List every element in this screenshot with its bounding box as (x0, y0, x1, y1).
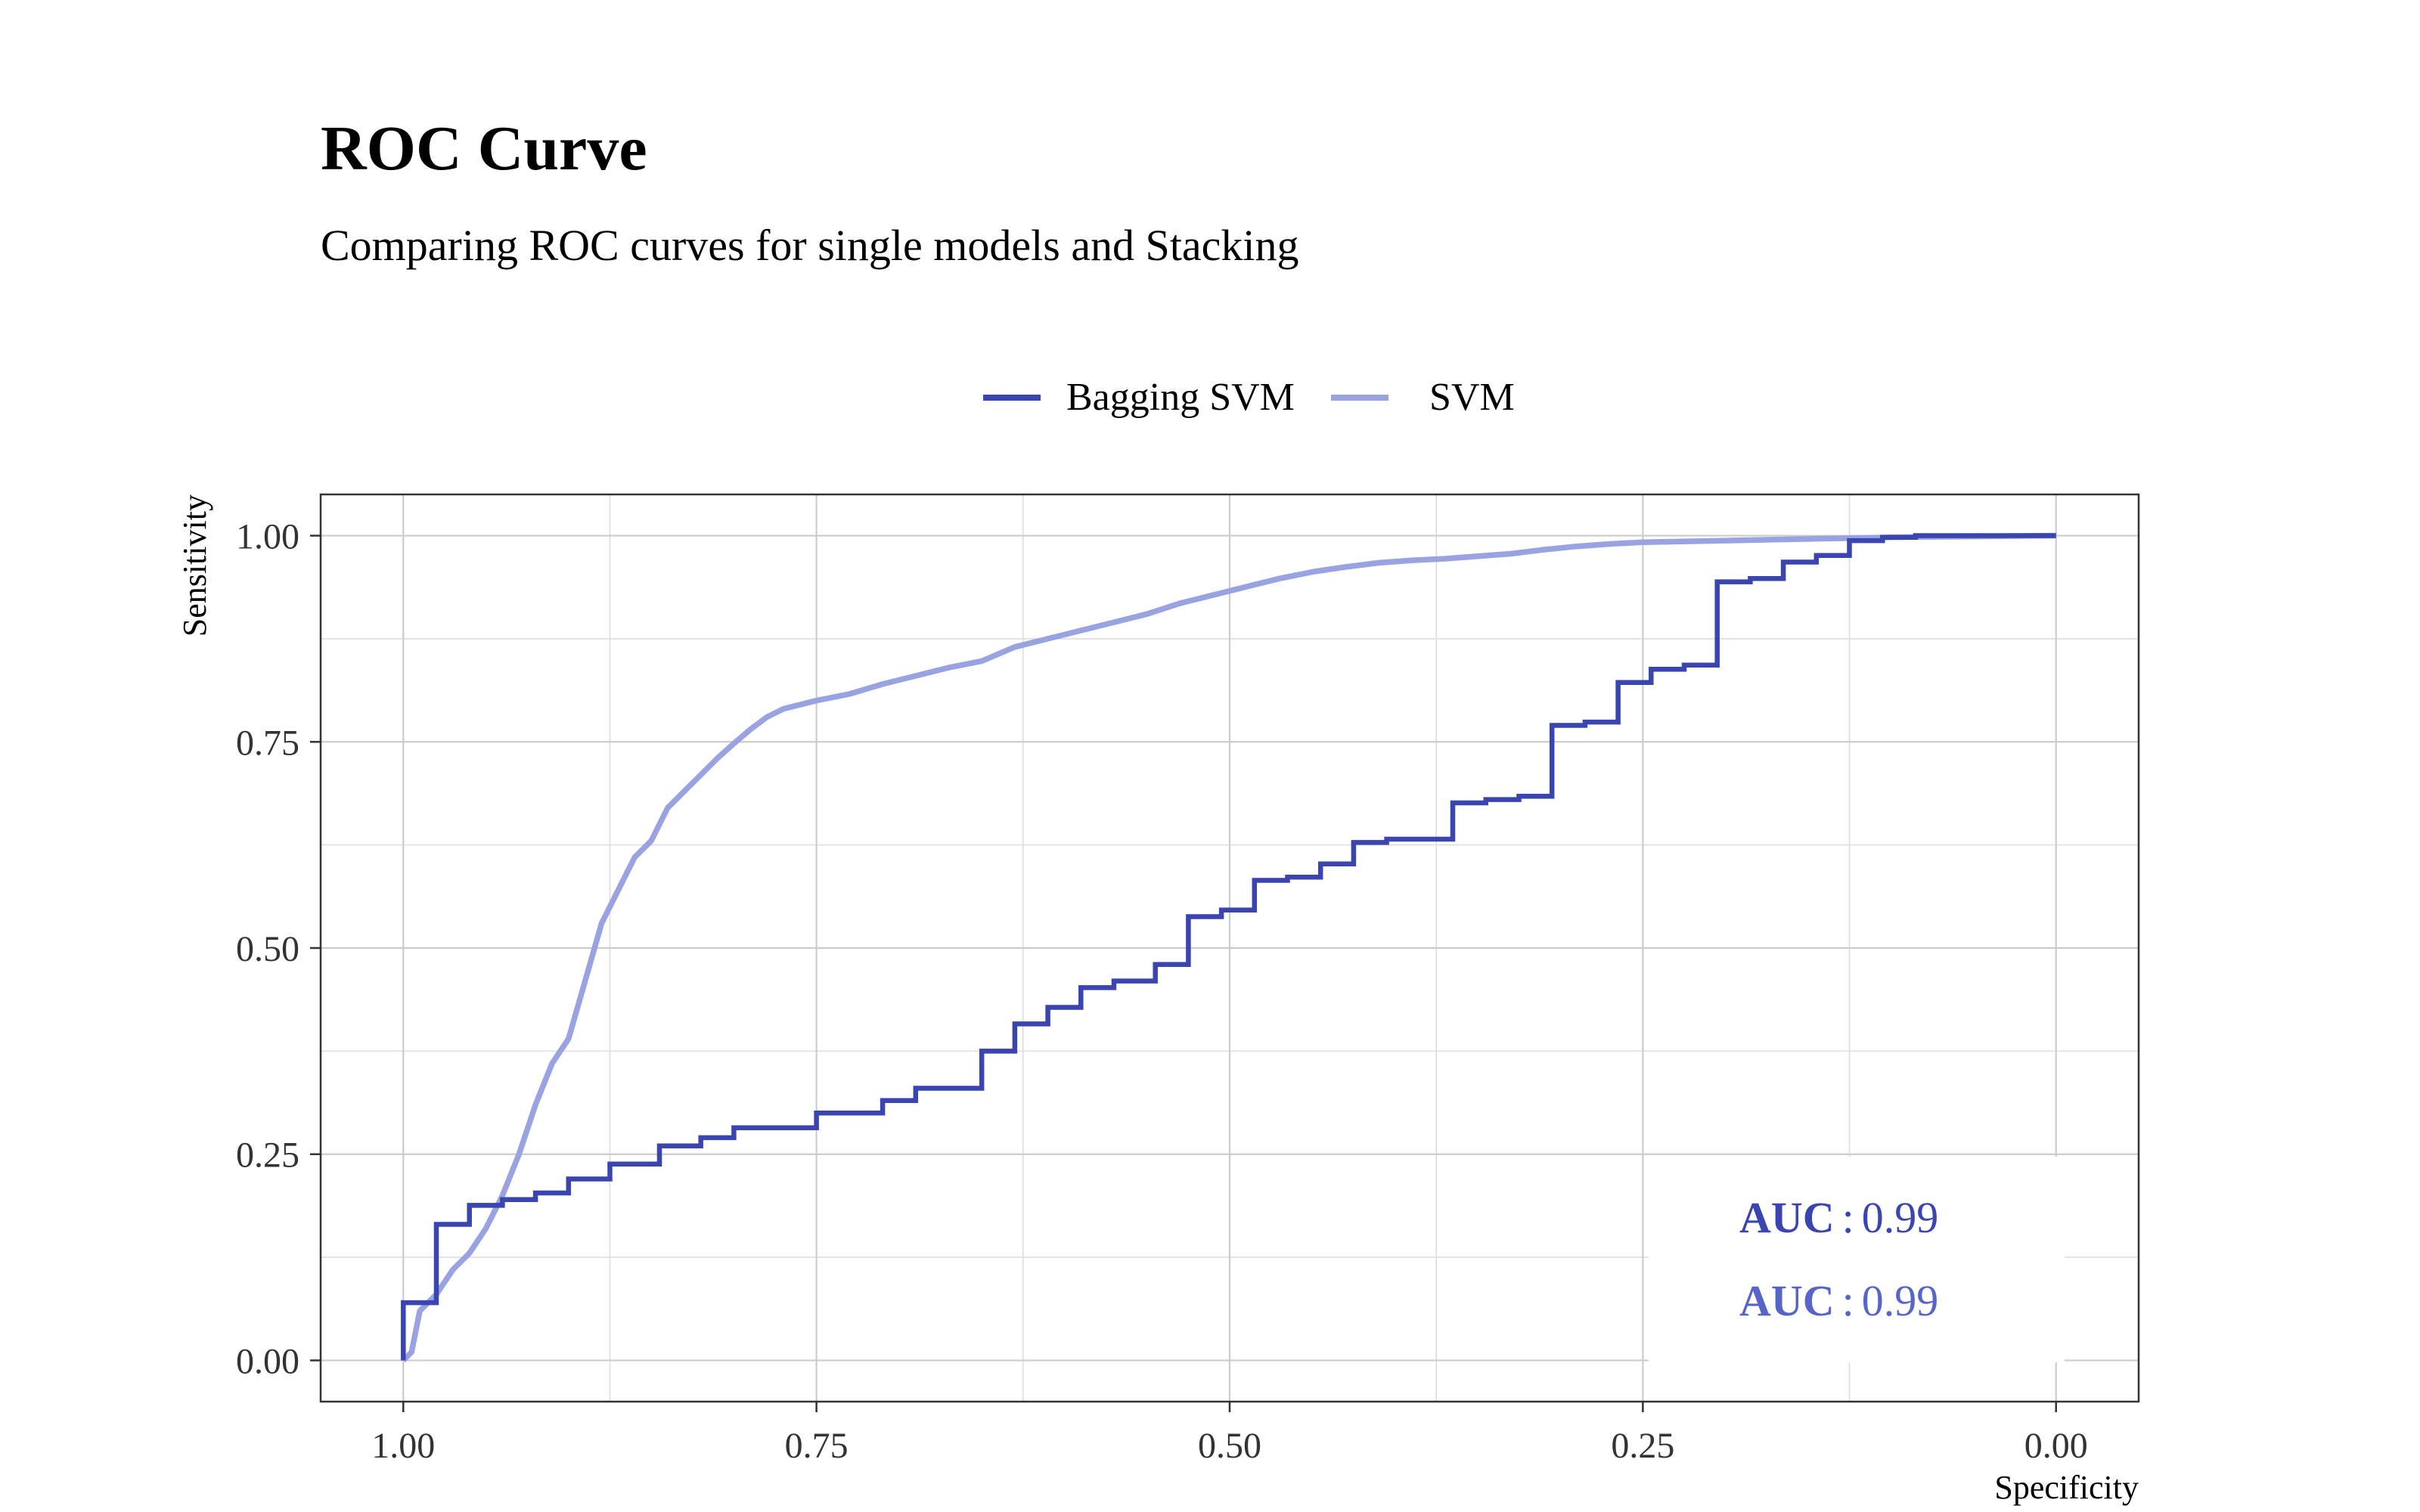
auc-line-bagging-svm: AUC : 0.99 (1739, 1193, 1938, 1242)
series-line-bagging-svm (401, 533, 2056, 1361)
auc-value-svm: 0.99 (1862, 1276, 1939, 1325)
series-line-svm (401, 532, 2056, 1363)
y-tick-label: 0.50 (236, 929, 299, 969)
legend-label-bagging-svm: Bagging SVM (1066, 376, 1295, 419)
y-axis-label: Sensitivity (176, 494, 213, 637)
y-tick-label: 1.00 (236, 517, 299, 557)
x-tick-label: 0.25 (1611, 1426, 1674, 1466)
auc-sep-svm: : (1842, 1276, 1854, 1325)
x-tick-label: 1.00 (371, 1426, 435, 1466)
chart-subtitle: Comparing ROC curves for single models a… (321, 221, 1299, 270)
auc-annotation-background (1649, 1157, 2065, 1362)
auc-key-svm: AUC (1739, 1276, 1835, 1325)
auc-value-bagging-svm: 0.99 (1862, 1193, 1939, 1242)
y-axis: 0.00 0.25 0.50 0.75 1.00 (236, 517, 321, 1381)
y-tick-label: 0.75 (236, 723, 299, 763)
auc-sep-bagging-svm: : (1842, 1193, 1854, 1242)
legend-label-svm: SVM (1429, 376, 1515, 419)
y-tick-label: 0.00 (236, 1341, 299, 1381)
x-axis: 1.00 0.75 0.50 0.25 0.00 (371, 1402, 2088, 1466)
legend: Bagging SVM SVM (983, 376, 1515, 419)
x-tick-label: 0.75 (785, 1426, 849, 1466)
x-axis-label: Specificity (1994, 1469, 2139, 1506)
x-tick-label: 0.00 (2024, 1426, 2088, 1466)
chart-title: ROC Curve (321, 113, 647, 184)
series-layer (401, 532, 2056, 1363)
x-tick-label: 0.50 (1198, 1426, 1261, 1466)
auc-annotation: AUC : 0.99 AUC : 0.99 (1649, 1157, 2065, 1362)
grid (321, 494, 2139, 1402)
auc-line-svm: AUC : 0.99 (1739, 1276, 1938, 1325)
y-tick-label: 0.25 (236, 1136, 299, 1176)
auc-key-bagging-svm: AUC (1739, 1193, 1835, 1242)
